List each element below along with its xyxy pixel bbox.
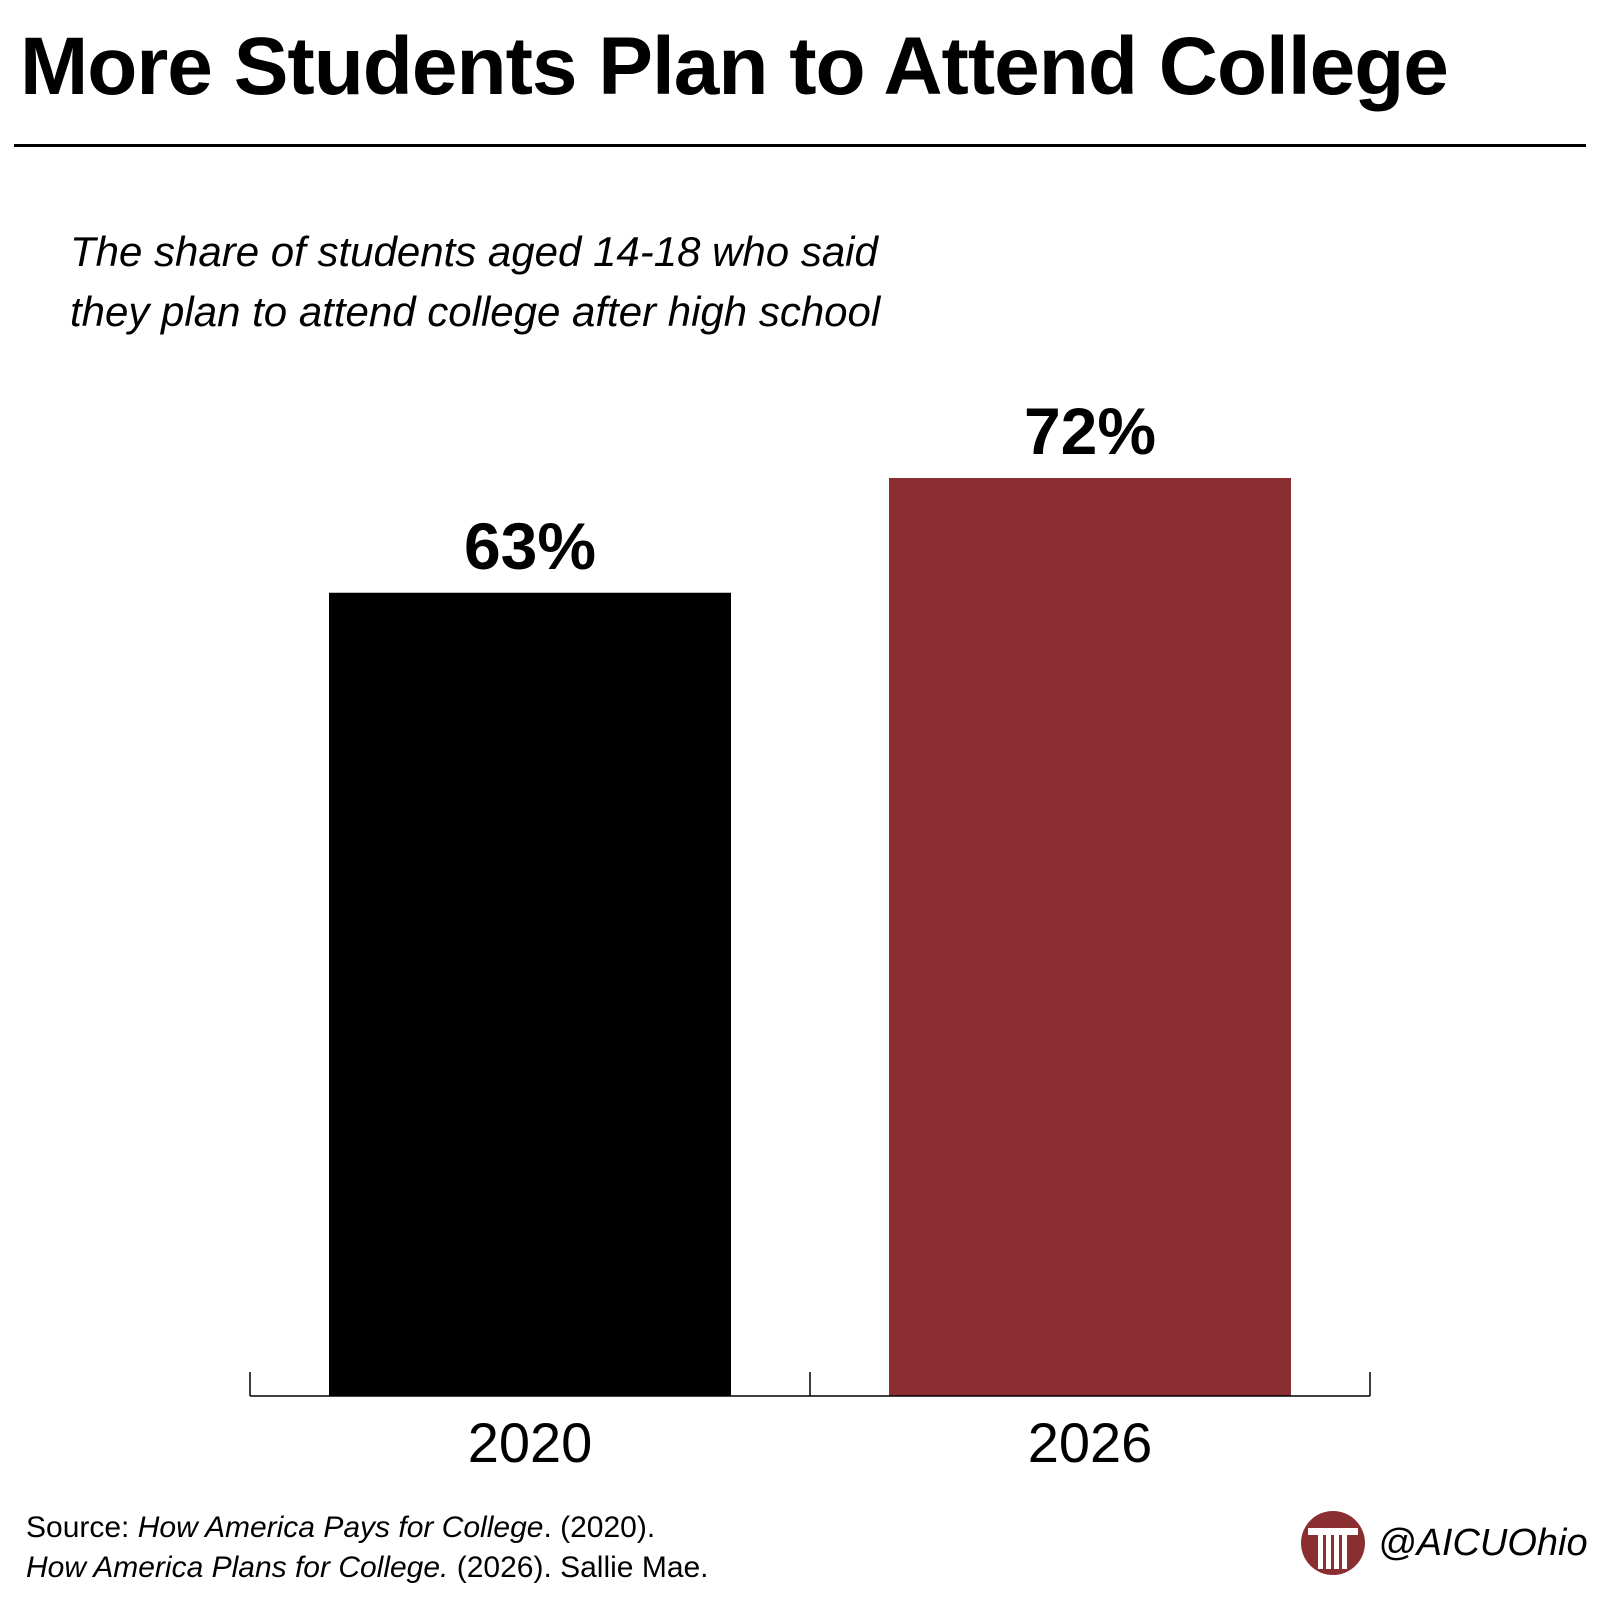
bar-2020 — [329, 592, 731, 1396]
data-label-2026: 72% — [1024, 394, 1156, 468]
subtitle-line-2: they plan to attend college after high s… — [70, 288, 881, 335]
source-note: Source: How America Pays for College. (2… — [26, 1508, 709, 1588]
source-title-1: How America Pays for College — [137, 1511, 544, 1544]
title-divider — [14, 144, 1586, 147]
chart-subtitle: The share of students aged 14-18 who sai… — [70, 222, 1050, 342]
source-year-2: (2026). Sallie Mae. — [448, 1551, 709, 1584]
tick-label-2020: 2020 — [468, 1411, 593, 1474]
social-handle: @AICUOhio — [1378, 1521, 1588, 1564]
data-label-2020: 63% — [464, 509, 596, 583]
bar-2026 — [889, 478, 1291, 1396]
source-title-2: How America Plans for College. — [26, 1551, 449, 1584]
source-line-2: How America Plans for College. (2026). S… — [26, 1548, 709, 1588]
source-year-1: . (2020). — [543, 1511, 656, 1544]
aicu-column-logo-icon — [1301, 1511, 1365, 1575]
source-line-1: Source: How America Pays for College. (2… — [26, 1508, 709, 1548]
source-prefix: Source: — [26, 1511, 138, 1544]
chart-title: More Students Plan to Attend College — [20, 21, 1449, 112]
brand-handle: @AICUOhio — [1300, 1510, 1588, 1576]
subtitle-line-1: The share of students aged 14-18 who sai… — [70, 228, 878, 275]
tick-label-2026: 2026 — [1028, 1411, 1153, 1474]
